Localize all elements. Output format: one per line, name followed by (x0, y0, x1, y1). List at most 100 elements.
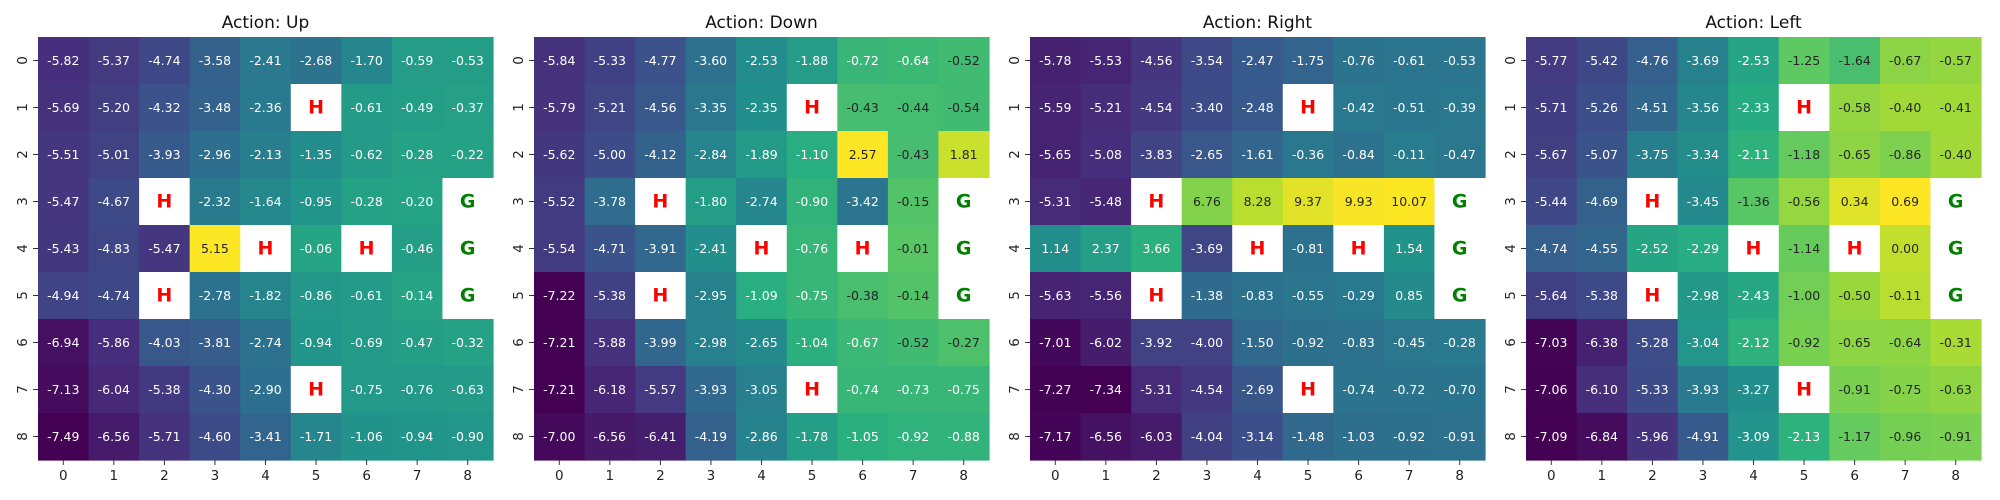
heatmap-cell (139, 413, 191, 461)
cell-label: -5.47 (47, 194, 79, 209)
heatmap-cell (1333, 413, 1385, 461)
heatmap-cell (1030, 272, 1082, 320)
heatmap-cell (1526, 272, 1578, 320)
heatmap-cell (887, 272, 940, 320)
x-tick-label: 6 (858, 468, 867, 484)
heatmap-cell (584, 131, 636, 179)
heatmap-cell (1879, 366, 1932, 414)
cell-label: -3.93 (148, 147, 180, 162)
cell-label: H (1644, 191, 1660, 213)
heatmap-cell (635, 84, 687, 132)
cell-label: -0.96 (1889, 429, 1921, 444)
heatmap-cell (290, 413, 342, 461)
cell-label: -3.92 (1140, 335, 1172, 350)
y-tick-label: 4 (1503, 244, 1519, 253)
heatmap-cell (1930, 366, 1982, 414)
x-tick-label: 5 (1800, 468, 1809, 484)
cell-label: -4.56 (1140, 53, 1172, 68)
x-tick-label: 8 (463, 468, 472, 484)
heatmap-cell (837, 37, 889, 85)
heatmap-cell (442, 413, 494, 461)
cell-label: -4.71 (594, 241, 626, 256)
cell-label: -0.94 (401, 429, 433, 444)
cell-label: -0.92 (1788, 335, 1820, 350)
goal-cell (442, 225, 494, 273)
heatmap-cell (1232, 413, 1284, 461)
cell-label: -3.58 (199, 53, 231, 68)
cell-label: -1.36 (1737, 194, 1769, 209)
heatmap-cell (534, 37, 586, 85)
cell-label: 0.69 (1891, 194, 1919, 209)
cell-label: -2.29 (1687, 241, 1719, 256)
cell-label: -3.93 (695, 382, 727, 397)
heatmap-cell (290, 319, 342, 367)
cell-label: -0.59 (401, 53, 433, 68)
x-tick-label: 2 (1648, 468, 1657, 484)
heatmap-cell (1677, 131, 1729, 179)
cell-label: -4.19 (695, 429, 727, 444)
hole-cell (1282, 366, 1334, 414)
heatmap-cell (938, 413, 990, 461)
cell-label: -0.76 (1342, 53, 1374, 68)
x-tick-label: 4 (261, 468, 270, 484)
heatmap-cell (786, 272, 838, 320)
heatmap-cell (736, 131, 788, 179)
heatmap-cell (1333, 366, 1385, 414)
panel-title: Action: Left (1705, 13, 1802, 33)
heatmap-cell (1232, 131, 1284, 179)
heatmap-cell (1030, 178, 1082, 226)
cell-label: -7.00 (543, 429, 575, 444)
x-tick-label: 5 (808, 468, 817, 484)
cell-label: -2.78 (199, 288, 231, 303)
cell-label: -0.40 (1940, 147, 1972, 162)
x-tick-label: 2 (1152, 468, 1161, 484)
cell-label: -1.35 (300, 147, 332, 162)
cell-label: -2.41 (249, 53, 281, 68)
cell-label: -0.31 (1940, 335, 1972, 350)
y-tick-label: 3 (511, 197, 527, 206)
cell-label: -2.74 (745, 194, 777, 209)
x-tick-label: 4 (1749, 468, 1758, 484)
heatmap-cell (534, 413, 586, 461)
heatmap-cell (139, 84, 191, 132)
heatmap-cell (837, 319, 889, 367)
cell-label: H (1796, 379, 1812, 401)
heatmap-cell (1282, 272, 1334, 320)
heatmap-cell (887, 131, 940, 179)
cell-label: -3.05 (745, 382, 777, 397)
heatmap-cell (584, 319, 636, 367)
cell-label: -5.59 (1039, 100, 1071, 115)
heatmap-cell (685, 84, 737, 132)
cell-label: -5.71 (148, 429, 180, 444)
cell-label: -1.64 (249, 194, 281, 209)
heatmap-cell (685, 413, 737, 461)
heatmap-cell (1778, 319, 1830, 367)
heatmap-cell (1526, 84, 1578, 132)
cell-label: -5.69 (47, 100, 79, 115)
heatmap-cell (1181, 178, 1233, 226)
heatmap-cell (887, 413, 940, 461)
heatmap-cell (1879, 272, 1932, 320)
goal-cell (1930, 272, 1982, 320)
heatmap-cell (391, 131, 444, 179)
heatmap-cell (341, 319, 393, 367)
heatmap-cell (240, 84, 292, 132)
cell-label: -5.38 (594, 288, 626, 303)
y-tick-label: 6 (511, 338, 527, 347)
heatmap-cell (887, 37, 940, 85)
y-tick-label: 1 (1503, 103, 1519, 112)
cell-label: -4.03 (148, 335, 180, 350)
cell-label: -1.14 (1788, 241, 1820, 256)
cell-label: -5.31 (1140, 382, 1172, 397)
cell-label: -7.27 (1039, 382, 1071, 397)
y-tick-label: 7 (511, 385, 527, 394)
heatmap-cell (1576, 131, 1628, 179)
y-tick-label: 3 (1503, 197, 1519, 206)
heatmap-cell (1829, 413, 1881, 461)
cell-label: -0.65 (1838, 147, 1870, 162)
heatmap-cell (1131, 37, 1183, 85)
heatmap-cell (1627, 131, 1679, 179)
cell-label: -5.08 (1090, 147, 1122, 162)
cell-label: -1.25 (1788, 53, 1820, 68)
